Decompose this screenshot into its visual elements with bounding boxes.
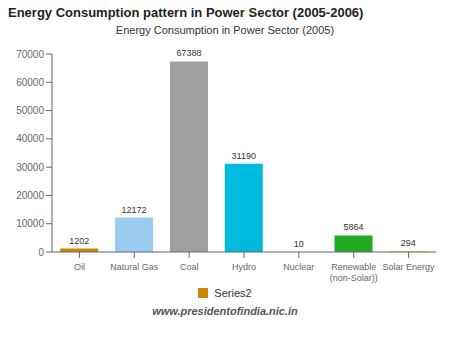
svg-text:40000: 40000 xyxy=(16,133,44,144)
svg-text:5864: 5864 xyxy=(343,222,363,232)
html-text:Energy Consumption in Power Se: Energy Consumption in Power Sector (2005… xyxy=(115,24,335,36)
svg-text:Renewable(non-Solar)): Renewable(non-Solar)) xyxy=(330,262,378,283)
html-text:Series2: Series2 xyxy=(214,287,252,299)
svg-text:Natural Gas: Natural Gas xyxy=(110,262,159,272)
svg-text:50000: 50000 xyxy=(16,105,44,116)
svg-text:Nuclear: Nuclear xyxy=(283,262,314,272)
svg-text:10000: 10000 xyxy=(16,218,44,229)
svg-text:20000: 20000 xyxy=(16,190,44,201)
svg-text:294: 294 xyxy=(401,238,416,248)
svg-text:Solar Energy: Solar Energy xyxy=(383,262,436,272)
svg-text:Hydro: Hydro xyxy=(232,262,256,272)
html-text:www.presidentofindia.nic.in: www.presidentofindia.nic.in xyxy=(152,305,298,317)
svg-text:67388: 67388 xyxy=(176,48,201,58)
svg-text:70000: 70000 xyxy=(16,49,44,60)
svg-text:Oil: Oil xyxy=(74,262,85,272)
svg-text:1202: 1202 xyxy=(69,236,89,246)
svg-text:Coal: Coal xyxy=(180,262,199,272)
svg-text:30000: 30000 xyxy=(16,162,44,173)
svg-text:10: 10 xyxy=(294,239,304,249)
html-text:Energy Consumption pattern in: Energy Consumption pattern in Power Sect… xyxy=(8,4,364,20)
svg-text:12172: 12172 xyxy=(122,205,147,215)
svg-text:0: 0 xyxy=(38,247,44,258)
svg-text:31190: 31190 xyxy=(232,151,256,161)
svg-text:60000: 60000 xyxy=(16,77,44,88)
